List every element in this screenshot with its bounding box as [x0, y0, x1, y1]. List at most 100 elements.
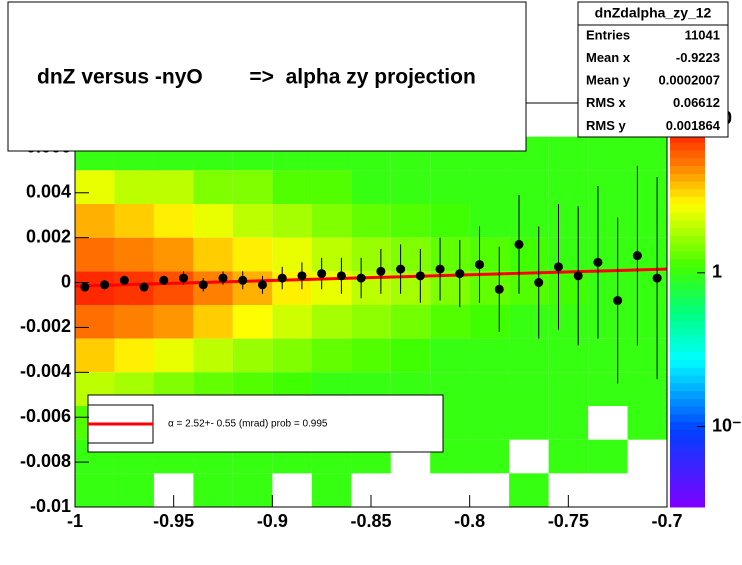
- z-tick-label: 10⁻¹: [712, 415, 742, 435]
- stats-label: RMS y: [586, 118, 627, 133]
- palette-band: [670, 219, 705, 229]
- heat-cell: [390, 204, 431, 238]
- palette-band: [670, 297, 705, 306]
- heat-cell: [509, 271, 549, 305]
- palette-band: [670, 328, 705, 337]
- palette-band: [670, 134, 705, 143]
- profile-point: [514, 239, 524, 249]
- heat-cell: [351, 338, 391, 373]
- profile-point: [396, 264, 406, 274]
- profile-point: [277, 273, 287, 283]
- y-tick-label: -0.008: [20, 451, 71, 471]
- heat-cell: [548, 305, 589, 339]
- profile-point: [553, 262, 563, 272]
- palette-band: [670, 382, 705, 392]
- heat-cell: [627, 305, 667, 339]
- stats-value: -0.9223: [676, 50, 720, 65]
- palette-band: [670, 375, 705, 384]
- heat-cell: [509, 204, 549, 238]
- profile-point: [573, 271, 583, 281]
- heat-cell: [509, 170, 549, 204]
- heat-cell: [351, 204, 391, 238]
- palette-band: [670, 351, 705, 361]
- heat-cell: [469, 204, 510, 238]
- profile-point: [336, 271, 346, 281]
- heat-cell: [588, 204, 628, 238]
- stats-value: 0.0002007: [659, 73, 720, 88]
- chart-title: dnZ versus -nyO => alpha zy projection: [37, 66, 476, 89]
- heat-cell: [311, 237, 352, 272]
- palette-band: [670, 320, 705, 330]
- palette-band: [670, 181, 705, 190]
- y-tick-label: 0: [61, 271, 71, 291]
- legend-text: α = 2.52+- 0.55 (mrad) prob = 0.995: [168, 419, 328, 430]
- heat-cell: [627, 338, 667, 373]
- heat-cell: [351, 237, 391, 272]
- palette-band: [670, 336, 705, 345]
- heat-cell: [232, 170, 273, 204]
- palette-band: [670, 196, 705, 205]
- y-tick-label: 0.002: [26, 226, 71, 246]
- heat-cell: [627, 204, 667, 238]
- profile-point: [455, 269, 465, 279]
- palette-band: [670, 142, 705, 151]
- profile-point: [317, 269, 327, 279]
- palette-band: [670, 157, 705, 167]
- palette-band: [670, 266, 705, 275]
- profile-point: [494, 284, 504, 294]
- heat-cell: [75, 170, 115, 204]
- heat-cell: [469, 170, 510, 204]
- heat-cell: [548, 439, 589, 474]
- heat-cell: [390, 338, 431, 373]
- heat-cell: [311, 338, 352, 373]
- heat-cell: [311, 204, 352, 238]
- heat-cell: [627, 372, 667, 406]
- heat-cell: [588, 372, 628, 406]
- profile-point: [198, 280, 208, 290]
- heat-cell: [272, 204, 312, 238]
- heat-cell: [193, 170, 233, 204]
- heat-cell: [75, 473, 115, 507]
- heat-cell: [390, 305, 431, 339]
- palette-band: [670, 390, 705, 399]
- profile-point: [238, 275, 248, 285]
- heat-cell: [469, 305, 510, 339]
- y-tick-label: 0.004: [26, 182, 71, 202]
- heat-cell: [351, 170, 391, 204]
- palette-band: [670, 212, 705, 221]
- palette-band: [670, 281, 705, 291]
- overlay: 10⁻¹110α = 2.52+- 0.55 (mrad) prob = 0.9…: [7, 1, 742, 531]
- heat-cell: [232, 473, 273, 507]
- heat-cell: [588, 170, 628, 204]
- heat-cell: [75, 338, 115, 373]
- profile-point: [415, 271, 425, 281]
- heat-cell: [114, 237, 154, 272]
- y-tick-label: -0.004: [20, 361, 71, 381]
- heat-cell: [232, 338, 273, 373]
- heat-cell: [469, 338, 510, 373]
- palette-band: [670, 460, 705, 469]
- heat-cell: [509, 406, 549, 440]
- heat-cell: [232, 237, 273, 272]
- palette-band: [670, 398, 705, 407]
- heat-cell: [232, 305, 273, 339]
- profile-point: [139, 282, 149, 292]
- stats-box: [577, 1, 729, 138]
- heat-cell: [627, 136, 667, 171]
- heat-cell: [311, 305, 352, 339]
- heat-cell: [153, 338, 194, 373]
- heat-cell: [351, 305, 391, 339]
- profile-point: [100, 280, 110, 290]
- profile-point: [435, 264, 445, 274]
- z-tick-label: 1: [712, 262, 722, 282]
- palette-band: [670, 444, 705, 454]
- palette-band: [670, 165, 705, 174]
- heat-cell: [114, 473, 154, 507]
- x-tick-label: -0.95: [153, 511, 194, 531]
- palette-band: [670, 204, 705, 213]
- heat-cell: [548, 372, 589, 406]
- heat-cell: [430, 305, 470, 339]
- heat-cell: [509, 372, 549, 406]
- heat-cell: [430, 170, 470, 204]
